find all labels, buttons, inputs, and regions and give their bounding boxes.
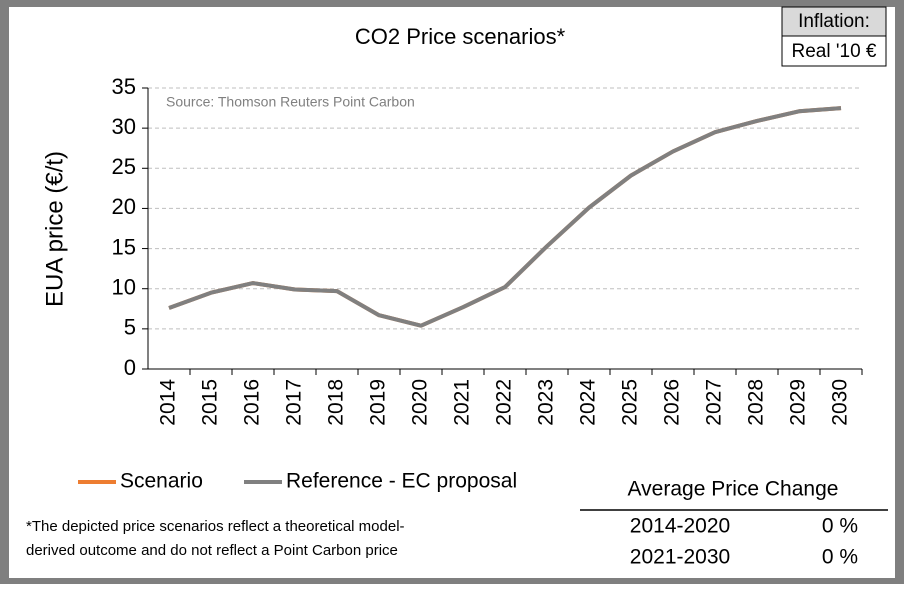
x-tick-label: 2028: [745, 379, 768, 426]
x-tick-label: 2027: [703, 379, 726, 426]
inflation-value: Real '10 €: [792, 41, 877, 62]
x-tick-label: 2014: [157, 379, 180, 426]
x-tick-label: 2015: [199, 379, 222, 426]
x-tick-label: 2026: [661, 379, 684, 426]
table-header: Average Price Change: [628, 478, 839, 501]
table-cell: 0 %: [822, 546, 858, 569]
x-tick-label: 2022: [493, 379, 516, 426]
y-tick-label: 25: [112, 154, 136, 179]
inflation-label: Inflation:: [798, 11, 870, 32]
x-tick-label: 2021: [451, 379, 474, 426]
x-tick-label: 2025: [619, 379, 642, 426]
y-tick-label: 35: [112, 74, 136, 99]
y-tick-label: 30: [112, 114, 136, 139]
x-tick-label: 2024: [577, 379, 600, 426]
x-tick-label: 2020: [409, 379, 432, 426]
x-tick-label: 2019: [367, 379, 390, 426]
chart-title: CO2 Price scenarios*: [355, 24, 566, 49]
panel: [9, 7, 895, 578]
table-cell: 2021-2030: [630, 546, 730, 569]
x-tick-label: 2016: [241, 379, 264, 426]
y-tick-label: 15: [112, 234, 136, 259]
y-tick-label: 20: [112, 194, 136, 219]
y-tick-label: 10: [112, 275, 136, 300]
x-tick-label: 2017: [283, 379, 306, 426]
annotation: Source: Thomson Reuters Point Carbon: [166, 94, 415, 110]
x-tick-label: 2030: [829, 379, 852, 426]
y-tick-label: 0: [124, 355, 136, 380]
x-tick-label: 2018: [325, 379, 348, 426]
x-tick-label: 2029: [787, 379, 810, 426]
legend-label: Reference - EC proposal: [286, 470, 517, 493]
y-axis-label: EUA price (€/t): [41, 151, 68, 307]
footnote: *The depicted price scenarios reflect a …: [26, 518, 405, 535]
legend-label: Scenario: [120, 470, 203, 493]
table-cell: 0 %: [822, 515, 858, 538]
x-tick-label: 2023: [535, 379, 558, 426]
table-cell: 2014-2020: [630, 515, 730, 538]
inflation-value-box: [781, 35, 887, 67]
footnote: derived outcome and do not reflect a Poi…: [26, 542, 398, 559]
line-series: [168, 106, 842, 328]
y-tick-label: 5: [124, 315, 136, 340]
